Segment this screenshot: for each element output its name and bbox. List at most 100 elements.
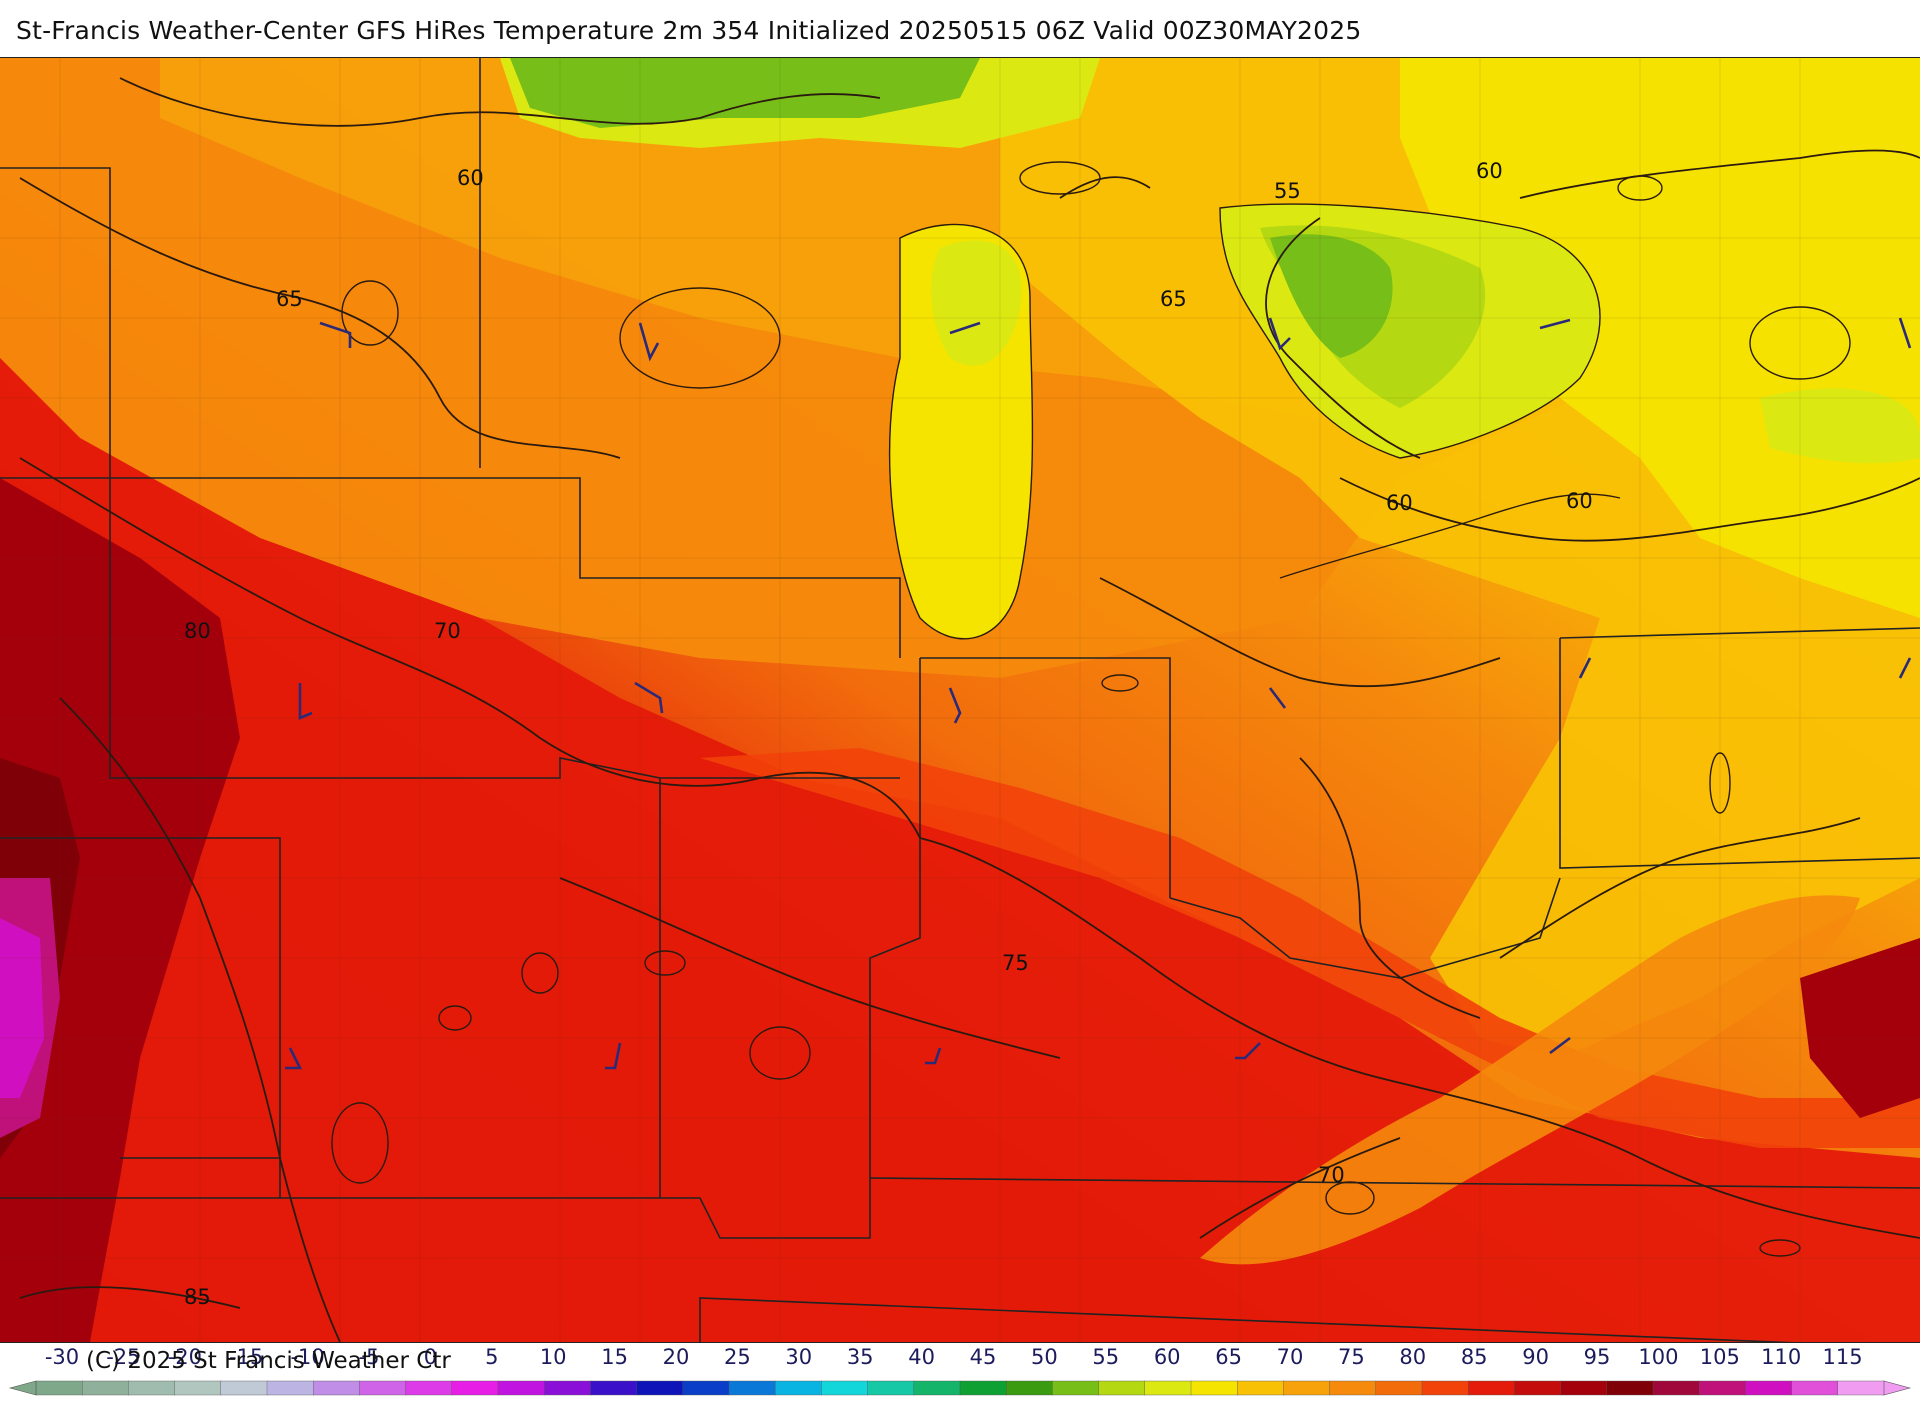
colorbar-swatch <box>959 1380 1007 1396</box>
colorbar-swatch <box>1606 1380 1654 1396</box>
colorbar-swatch <box>1144 1380 1192 1396</box>
colorbar-left-arrow <box>8 1380 37 1396</box>
contour-label-65-west: 65 <box>276 287 303 311</box>
copyright-text: (C) 2025 St Francis Weather Ctr <box>86 1348 451 1374</box>
colorbar-swatch <box>1467 1380 1516 1396</box>
colorbar-swatch <box>682 1380 730 1396</box>
colorbar-swatch <box>1745 1380 1793 1396</box>
colorbar-swatch <box>544 1380 592 1396</box>
colorbar-swatch <box>728 1380 776 1396</box>
colorbar-swatch <box>1098 1380 1146 1396</box>
east-deep-red <box>1800 938 1920 1118</box>
contour-label-60-erie: 60 <box>1386 491 1413 515</box>
colorbar-tick-label: 115 <box>1822 1345 1863 1369</box>
lake-shorelines <box>888 203 1621 640</box>
map-title: St-Francis Weather-Center GFS HiRes Temp… <box>16 16 1362 45</box>
colorbar-swatch <box>1236 1380 1285 1396</box>
colorbar-swatch <box>1006 1380 1054 1396</box>
colorbar-tick-label: 25 <box>724 1345 751 1369</box>
appalachian-orange <box>1200 895 1860 1265</box>
colorbar-tick-label: 20 <box>662 1345 690 1369</box>
colorbar-swatch <box>128 1380 176 1396</box>
colorbar-tick-label: 105 <box>1699 1345 1740 1369</box>
colorbar-tick-label: -25 <box>106 1345 141 1369</box>
colorbar-tick-label: 55 <box>1092 1345 1120 1369</box>
colorbar-tick-label: 60 <box>1153 1345 1181 1369</box>
contour-label-75: 75 <box>1002 951 1029 975</box>
contour-label-70-south: 70 <box>1318 1163 1345 1187</box>
colorbar-swatch <box>220 1380 268 1396</box>
contour-label-85: 85 <box>184 1285 211 1309</box>
colorbar-tick-label: -10 <box>290 1345 325 1369</box>
colorbar-swatch <box>1190 1380 1238 1396</box>
colorbar-swatch <box>913 1380 961 1396</box>
colorbar-tick-label: 100 <box>1638 1345 1679 1369</box>
lake-superior-green <box>510 58 980 128</box>
colorbar-tick-label: 85 <box>1460 1345 1488 1369</box>
colorbar-tick-label: 110 <box>1761 1345 1802 1369</box>
lake-michigan-lime <box>931 240 1022 366</box>
colorbar-tick-label: 90 <box>1522 1345 1549 1369</box>
contour-label-70-plains: 70 <box>434 619 461 643</box>
colorbar-swatch <box>1283 1380 1331 1396</box>
colorbar-swatch <box>81 1380 130 1396</box>
colorbar-swatch <box>1375 1380 1423 1396</box>
contour-blobs <box>331 161 1851 1257</box>
temperature-map: 60 65 55 65 60 60 60 80 70 75 70 85 <box>0 57 1920 1343</box>
colorbar-tick-label: -20 <box>167 1345 202 1369</box>
deep-red-region <box>0 478 240 1342</box>
colorbar-swatch <box>497 1380 545 1396</box>
colorbar-right-arrow <box>1883 1380 1912 1396</box>
colorbar-tick-label: 35 <box>846 1345 874 1369</box>
contour-labels: 60 65 55 65 60 60 60 80 70 75 70 85 <box>184 159 1593 1309</box>
lake-huron-green <box>1270 234 1393 358</box>
colorbar-swatch <box>821 1380 869 1396</box>
colorbar-tick-label: 70 <box>1276 1345 1304 1369</box>
colorbar-tick-label: 10 <box>539 1345 567 1369</box>
hot-spot-inner <box>0 918 44 1098</box>
colorbar-tick-label: -30 <box>44 1345 80 1369</box>
colorbar-tick-label: 50 <box>1031 1345 1058 1369</box>
contour-label-60-northeast: 60 <box>1476 159 1503 183</box>
colorbar-tick-label: 0 <box>423 1345 438 1369</box>
colorbar-swatch <box>1791 1380 1839 1396</box>
colorbar-swatch <box>636 1380 684 1396</box>
colorbar-swatch <box>1329 1380 1377 1396</box>
colorbar-swatch <box>405 1380 453 1396</box>
colorbar-swatch <box>1421 1380 1469 1396</box>
colorbar-swatch <box>174 1380 222 1396</box>
colorbar-swatch <box>867 1380 915 1396</box>
map-canvas: 60 65 55 65 60 60 60 80 70 75 70 85 <box>0 58 1920 1342</box>
temperature-colorbar <box>0 1378 1920 1398</box>
contour-label-60-north: 60 <box>457 166 484 190</box>
lake-ontario-lime <box>1760 388 1920 464</box>
yellow-region <box>1400 58 1920 618</box>
contour-label-65-michigan: 65 <box>1160 287 1187 311</box>
colorbar-swatch <box>775 1380 823 1396</box>
colorbar-tick-label: 30 <box>785 1345 813 1369</box>
colorbar-swatch <box>359 1380 407 1396</box>
colorbar-swatch <box>451 1380 499 1396</box>
colorbar-svg <box>8 1380 1912 1396</box>
colorbar-swatch <box>35 1380 83 1396</box>
state-borders <box>0 58 1920 1342</box>
colorbar-tick-label: 40 <box>908 1345 935 1369</box>
colorbar-tick-label: 45 <box>969 1345 997 1369</box>
contour-label-55: 55 <box>1274 179 1301 203</box>
colorbar-swatch <box>1698 1380 1747 1396</box>
colorbar-tick-label: 5 <box>485 1345 499 1369</box>
colorbar-swatch <box>266 1380 314 1396</box>
colorbar-tick-label: 95 <box>1583 1345 1611 1369</box>
isotherm-contours <box>19 77 1920 1342</box>
red-region <box>0 358 1920 1342</box>
colorbar-tick-label: 65 <box>1215 1345 1242 1369</box>
colorbar-swatch <box>313 1380 361 1396</box>
colorbar-tick-label: 15 <box>601 1345 628 1369</box>
colorbar-swatch <box>1837 1380 1885 1396</box>
colorbar-swatch <box>1514 1380 1562 1396</box>
colorbar-tick-label: 80 <box>1399 1345 1427 1369</box>
colorbar-swatch <box>1560 1380 1608 1396</box>
colorbar-tick-labels: -30 -25 -20 -15 -10 -5 0 5 10 15 20 25 30 35 40 45 50 55 6… <box>0 1345 1920 1373</box>
colorbar-swatch <box>1652 1380 1700 1396</box>
colorbar-tick-label: -5 <box>358 1345 380 1369</box>
